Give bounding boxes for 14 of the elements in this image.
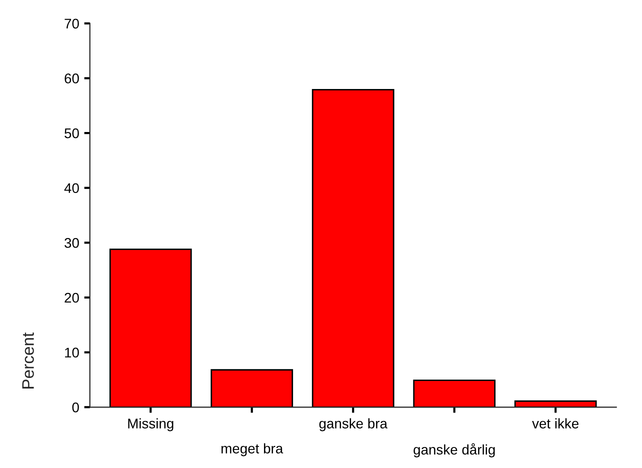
x-tick-label: ganske dårlig: [414, 443, 495, 458]
x-tick-label: meget bra: [222, 443, 284, 456]
y-tick-label: 0: [72, 402, 79, 412]
x-tick-label: ganske bra: [319, 418, 388, 432]
y-tick-label: 30: [64, 238, 79, 248]
y-tick-label: 40: [64, 183, 79, 194]
y-tick-label: 70: [64, 18, 79, 29]
y-tick-label: 10: [65, 348, 79, 358]
x-tick-label: Missing: [128, 418, 174, 432]
y-axis-title: Percent: [22, 332, 34, 388]
y-tick-label: 60: [64, 74, 79, 84]
x-tick-label: vet ikke: [532, 418, 579, 428]
y-tick-label: 50: [64, 128, 79, 138]
y-tick-label: 20: [64, 292, 79, 303]
